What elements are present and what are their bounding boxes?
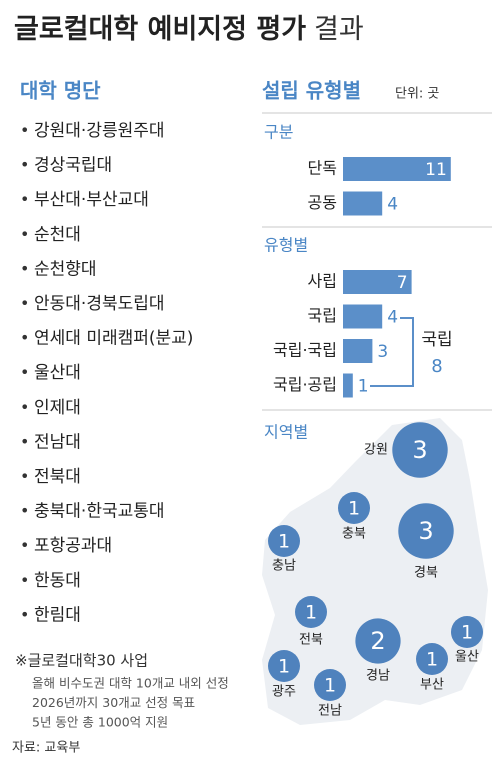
group-bracket: [370, 317, 414, 387]
source: 자료: 교육부: [12, 741, 80, 756]
value-label: 3: [377, 342, 388, 362]
region-value: 1: [348, 498, 360, 520]
bar-label: 사립: [308, 272, 337, 291]
value-label: 11: [425, 160, 447, 180]
university: 연세대 미래캠퍼(분교): [34, 329, 193, 349]
bar-label: 국립·국립: [273, 341, 337, 360]
bullet: •: [20, 397, 29, 416]
bullet: •: [20, 155, 29, 174]
bar: [343, 373, 353, 398]
region-name: 강원: [364, 443, 388, 458]
region-value: 3: [412, 436, 427, 464]
region-name: 전남: [318, 704, 342, 719]
university: 충북대·한국교통대: [34, 502, 165, 522]
bar-label: 국립·공립: [273, 375, 337, 394]
list-heading: 대학 명단: [20, 79, 101, 103]
title-main: 글로컬대학 예비지정 평가: [14, 14, 306, 45]
region-name: 경남: [366, 669, 390, 684]
region-name: 충남: [272, 559, 296, 574]
university: 울산대: [34, 363, 81, 383]
region-name: 부산: [420, 678, 444, 693]
region-value: 1: [278, 656, 290, 678]
stats-heading: 설립 유형별: [262, 79, 361, 103]
university: 포항공과대: [34, 536, 112, 556]
region-bubble: [295, 596, 327, 628]
program-line: 2026년까지 30개교 선정 목표: [32, 695, 195, 710]
region-bubble: [355, 618, 401, 664]
region-name: 광주: [272, 685, 296, 700]
bullet: •: [20, 121, 29, 140]
title: 글로컬대학 예비지정 평가 결과: [14, 14, 364, 45]
unit: 단위: 곳: [395, 87, 439, 102]
region-value: 1: [461, 622, 473, 644]
bullet: •: [20, 570, 29, 589]
region-value: 3: [418, 517, 433, 545]
bullet: •: [20, 294, 29, 313]
bar-label: 단독: [308, 159, 337, 178]
value-label: 7: [397, 273, 408, 293]
section-label: 지역별: [264, 423, 308, 442]
bullet: •: [20, 501, 29, 520]
bullet: •: [20, 259, 29, 278]
university: 인제대: [34, 398, 81, 418]
bullet: •: [20, 536, 29, 555]
bullet: •: [20, 224, 29, 243]
section-label: 유형별: [264, 236, 308, 255]
section-label: 구분: [264, 123, 293, 142]
university: 순천향대: [34, 259, 97, 279]
program-line: 올해 비수도권 대학 10개교 내외 선정: [32, 676, 229, 691]
bullet: •: [20, 432, 29, 451]
value-label: 4: [387, 308, 398, 328]
group-value: 8: [431, 356, 442, 377]
region-name: 전북: [299, 633, 323, 648]
region-value: 2: [370, 627, 385, 655]
region-value: 1: [426, 649, 438, 671]
region-value: 1: [305, 602, 317, 624]
university: 한림대: [34, 605, 81, 625]
region-bubble: [268, 525, 300, 557]
university: 한동대: [34, 571, 81, 591]
bar: [343, 304, 383, 329]
region-value: 1: [324, 675, 336, 697]
region-name: 울산: [455, 650, 479, 665]
region-bubble: [398, 503, 454, 559]
university: 전북대: [34, 467, 81, 487]
bullet: •: [20, 467, 29, 486]
bar-label: 공동: [308, 193, 337, 212]
bullet: •: [20, 363, 29, 382]
group-label: 국립: [421, 330, 452, 350]
university: 순천대: [34, 225, 81, 245]
bar: [343, 191, 383, 216]
region-name: 경북: [414, 566, 438, 581]
university: 안동대·경북도립대: [34, 294, 165, 314]
bullet: •: [20, 605, 29, 624]
region-bubble: [392, 422, 448, 478]
bar-label: 국립: [308, 306, 337, 325]
bullet: •: [20, 190, 29, 209]
region-bubble: [268, 650, 300, 682]
bar: [343, 157, 451, 181]
university: 경상국립대: [34, 156, 112, 176]
value-label: 4: [387, 195, 398, 215]
university: 부산대·부산교대: [34, 190, 149, 210]
value-label: 1: [358, 377, 369, 397]
bar: [343, 339, 373, 363]
program-heading: ※글로컬대학30 사업: [15, 652, 148, 670]
region-bubble: [314, 669, 346, 701]
title-suffix: 결과: [314, 14, 364, 45]
region-bubble: [416, 643, 448, 675]
region-name: 충북: [342, 527, 366, 542]
program-line: 5년 동안 총 1000억 지원: [32, 715, 168, 730]
region-bubble: [451, 616, 483, 648]
bullet: •: [20, 328, 29, 347]
region-value: 1: [278, 531, 290, 553]
university: 전남대: [34, 432, 81, 452]
region-bubble: [338, 492, 370, 524]
university: 강원대·강릉원주대: [34, 121, 165, 141]
bar: [343, 270, 412, 294]
